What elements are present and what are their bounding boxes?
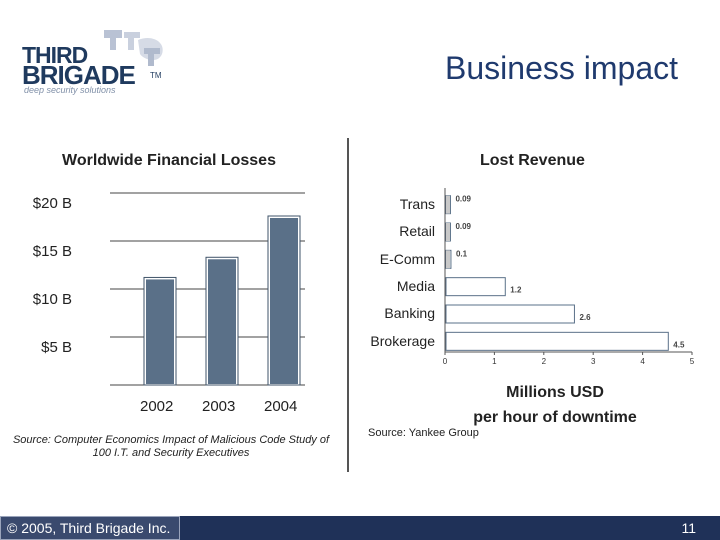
left-chart-title: Worldwide Financial Losses	[62, 152, 276, 169]
category-label: Media	[396, 278, 435, 294]
x-tick-label: 1	[492, 357, 497, 366]
bar-Banking	[445, 304, 575, 324]
y-tick-label: $15 B	[32, 243, 72, 260]
logo-trademark: TM	[150, 71, 162, 80]
logo-tagline: deep security solutions	[24, 85, 116, 95]
bar-2003	[206, 257, 238, 386]
footer-bar: © 2005, Third Brigade Inc. 11	[0, 516, 720, 540]
bar-outline	[267, 215, 301, 386]
y-tick-label: $10 B	[32, 291, 72, 308]
x-tick-label: 2004	[264, 398, 298, 415]
bar-outline	[205, 256, 239, 386]
right-chart-x-label: Millions USD per hour of downtime	[450, 380, 660, 430]
category-label: Trans	[399, 196, 435, 212]
bar-2004	[268, 216, 300, 386]
right-chart-source: Source: Yankee Group	[368, 427, 479, 439]
chart-divider	[347, 138, 349, 472]
category-label: E-Comm	[379, 250, 435, 267]
copyright-notice: © 2005, Third Brigade Inc.	[0, 516, 180, 540]
slide-title: Business impact	[445, 50, 678, 86]
bar-outline	[143, 276, 177, 386]
brigade-logo-mark-icon	[104, 30, 163, 66]
company-logo: THIRD BRIGADE TM deep security solutions	[22, 26, 172, 98]
bar-Media	[445, 277, 506, 297]
logo-wordmark-brigade: BRIGADE	[22, 60, 136, 90]
x-tick-label: 2	[542, 357, 547, 366]
bar-2002	[144, 277, 176, 386]
x-tick-label: 2002	[140, 398, 174, 415]
bar-fill-small	[446, 250, 450, 269]
x-tick-label: 3	[591, 357, 596, 366]
x-tick-label: 5	[690, 357, 695, 366]
right-chart-x-label-line1: Millions USD	[506, 384, 604, 401]
category-label: Banking	[384, 305, 435, 322]
left-chart-source: Source: Computer Economics Impact of Mal…	[12, 434, 330, 459]
logo-wordmark-third: THIRD	[22, 42, 88, 68]
value-label: 0.1	[456, 249, 468, 258]
right-chart-title: Lost Revenue	[480, 152, 585, 169]
y-tick-label: $5 B	[41, 339, 72, 356]
value-label: 2.6	[579, 313, 591, 322]
value-label: 4.5	[673, 340, 685, 349]
x-tick-label: 4	[640, 357, 645, 366]
x-tick-label: 2003	[202, 398, 236, 415]
category-label: Brokerage	[370, 332, 435, 349]
bar-fill-small	[446, 195, 450, 214]
y-tick-label: $20 B	[32, 195, 72, 212]
x-tick-label: 0	[443, 357, 448, 366]
page-number: 11	[681, 520, 696, 536]
value-label: 1.2	[510, 286, 522, 295]
bar-Brokerage	[445, 331, 669, 351]
category-label: Retail	[399, 223, 435, 240]
bar-fill-small	[446, 223, 450, 241]
right-chart-x-label-line2: per hour of downtime	[473, 409, 637, 426]
value-label: 0.09	[455, 222, 471, 231]
value-label: 0.09	[455, 195, 471, 204]
